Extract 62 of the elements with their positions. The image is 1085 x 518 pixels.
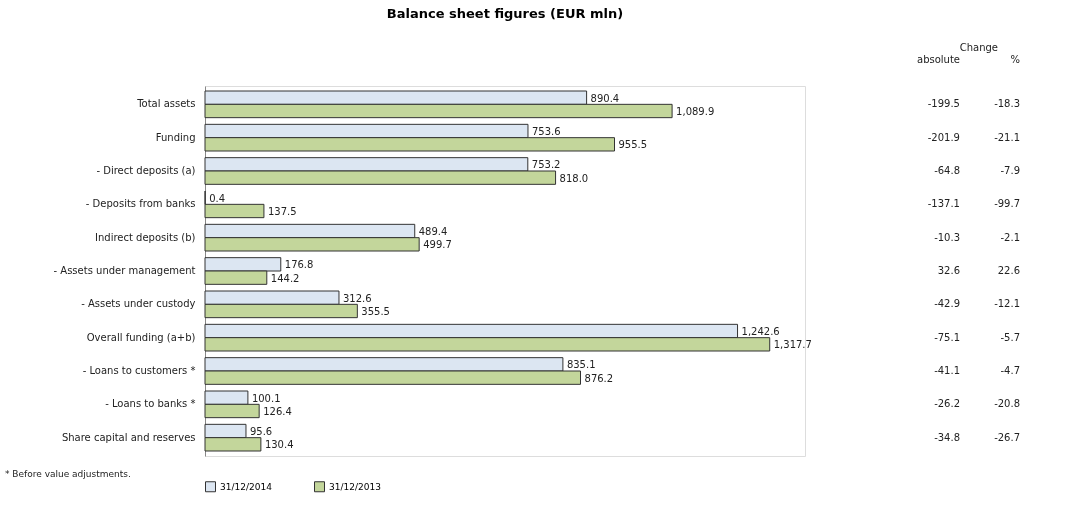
data-label: 144.2 <box>270 272 300 284</box>
text: -10.3 <box>934 231 960 243</box>
data-label: 489.4 <box>418 226 448 237</box>
text: -5.7 <box>1000 331 1020 343</box>
text: -26.2 <box>934 398 960 410</box>
data-label: 355.5 <box>361 306 390 317</box>
y-tick-label: Overall funding (a+b) <box>86 331 196 343</box>
data-label: 312.6 <box>342 292 372 304</box>
data-label: 137.5 <box>267 206 297 217</box>
data-label: 876.2 <box>584 372 614 384</box>
data-label: 753.2 <box>531 159 561 171</box>
data-label: 100.1 <box>251 392 281 404</box>
text: -42.9 <box>934 298 960 310</box>
y-tick-label: - Loans to banks * <box>105 398 196 410</box>
text: -137.1 <box>927 198 960 210</box>
text: -41.1 <box>934 365 960 376</box>
chart-title: Balance sheet figures (EUR mln) <box>386 6 624 21</box>
data-label: 95.6 <box>249 426 273 437</box>
y-tick-label: - Assets under custody <box>81 298 196 310</box>
data-label: 890.4 <box>590 92 620 104</box>
text: 22.6 <box>997 265 1020 276</box>
legend-label: 31/12/2014 <box>220 481 273 492</box>
y-tick-label: Total assets <box>136 98 196 110</box>
text: * Before value adjustments. <box>5 469 131 479</box>
text: -2.1 <box>1000 231 1020 243</box>
text: % <box>1010 54 1020 65</box>
y-tick-label: Funding <box>155 131 196 143</box>
data-label: 176.8 <box>284 259 314 271</box>
text: -75.1 <box>934 331 960 343</box>
data-label: 1,317.7 <box>773 339 812 351</box>
y-tick-label: - Assets under management <box>53 265 196 276</box>
text: -26.7 <box>994 431 1020 443</box>
data-label: 0.4 <box>209 192 226 204</box>
data-label: 130.4 <box>264 439 294 451</box>
text: -7.9 <box>1000 165 1020 176</box>
data-label: 835.1 <box>566 359 596 371</box>
y-tick-label: Share capital and reserves <box>61 431 196 443</box>
y-tick-label: - Direct deposits (a) <box>96 165 196 176</box>
text: -64.8 <box>934 165 960 176</box>
text: absolute <box>917 54 960 65</box>
text: -4.7 <box>1000 365 1020 376</box>
text: Change <box>959 42 998 53</box>
y-tick-label: Indirect deposits (b) <box>95 231 196 243</box>
data-label: 955.5 <box>618 139 648 151</box>
data-label: 499.7 <box>423 239 452 251</box>
text: -20.8 <box>994 398 1020 410</box>
text: -18.3 <box>994 98 1020 110</box>
y-tick-label: - Loans to customers * <box>82 365 196 376</box>
data-label: 1,089.9 <box>676 106 715 117</box>
text: 32.6 <box>937 265 960 276</box>
text: -199.5 <box>927 98 960 110</box>
text: -99.7 <box>994 198 1020 210</box>
data-label: 753.6 <box>531 126 561 137</box>
text: -12.1 <box>994 298 1020 310</box>
data-label: 126.4 <box>263 406 292 417</box>
y-tick-label: - Deposits from banks <box>85 198 196 210</box>
data-label: 818.0 <box>559 172 589 184</box>
text: -21.1 <box>994 131 1020 143</box>
text: -34.8 <box>934 431 960 443</box>
legend-label: 31/12/2013 <box>329 481 381 492</box>
text: -201.9 <box>927 131 960 143</box>
data-label: 1,242.6 <box>741 326 780 337</box>
